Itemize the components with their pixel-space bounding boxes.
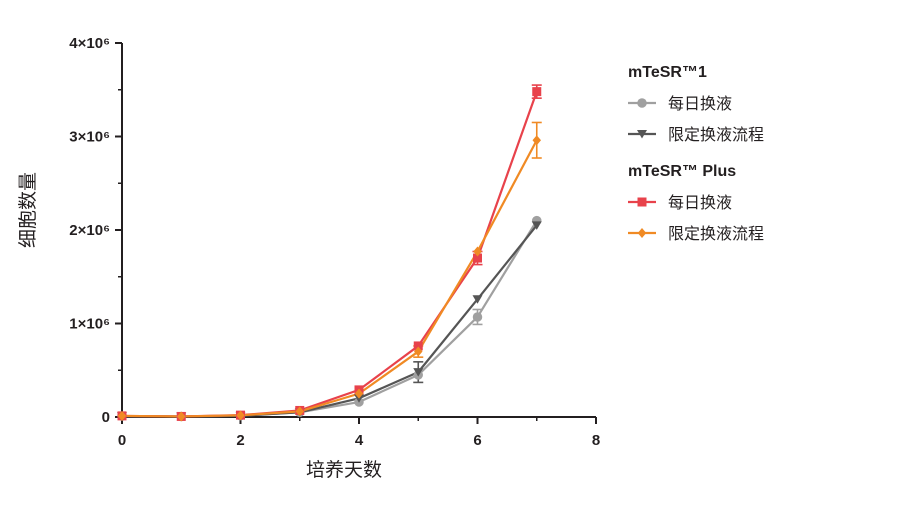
legend-label-3: 每日换液	[668, 193, 732, 212]
series-line-4	[121, 139, 538, 418]
data-point-series-2	[413, 368, 424, 377]
data-point-series-3	[473, 253, 482, 263]
x-tick-label: 4	[355, 432, 364, 449]
data-point-series-2	[531, 221, 542, 230]
data-point-series-2	[472, 295, 483, 304]
legend-marker-1	[637, 98, 647, 108]
data-point-series-3	[532, 87, 542, 97]
y-tick-label: 0	[102, 409, 110, 426]
data-point-series-1	[472, 312, 483, 322]
chart-axes: 0 2 4 6 8 0 1×10⁶ 2×10⁶ 3×10⁶ 4×10⁶ 培养天数 细胞数量	[17, 35, 600, 481]
data-point-series-4	[473, 246, 482, 257]
legend-marker-3	[637, 197, 647, 207]
legend-group-title-2: mTeSR™ Plus	[628, 163, 736, 180]
y-tick-label: 3×10⁶	[69, 129, 110, 146]
series-markers	[117, 87, 542, 422]
legend-group-title-1: mTeSR™1	[628, 64, 707, 81]
x-tick-label: 0	[118, 432, 126, 449]
x-tick-label: 2	[236, 432, 244, 449]
series-lines	[121, 91, 538, 418]
x-axis-title: 培养天数	[306, 459, 382, 481]
data-point-series-4	[295, 406, 304, 417]
legend-marker-2	[637, 130, 647, 139]
data-point-series-4	[117, 410, 127, 421]
y-tick-label: 1×10⁶	[69, 316, 110, 333]
data-point-series-4	[354, 388, 364, 399]
x-tick-label: 8	[592, 432, 600, 449]
y-tick-label: 4×10⁶	[69, 35, 110, 52]
data-point-series-4	[414, 346, 423, 357]
legend-marker-4	[637, 228, 647, 238]
legend-label-2: 限定换液流程	[668, 125, 764, 144]
data-point-series-3	[413, 341, 423, 351]
data-point-series-4	[177, 411, 186, 422]
legend-label-4: 限定换液流程	[668, 224, 764, 243]
data-point-series-4	[236, 410, 245, 421]
legend-label-1: 每日换液	[668, 94, 732, 113]
y-axis-title: 细胞数量	[17, 172, 39, 248]
y-tick-label: 2×10⁶	[69, 222, 110, 239]
data-point-series-4	[532, 135, 541, 146]
x-tick-label: 6	[473, 432, 481, 449]
